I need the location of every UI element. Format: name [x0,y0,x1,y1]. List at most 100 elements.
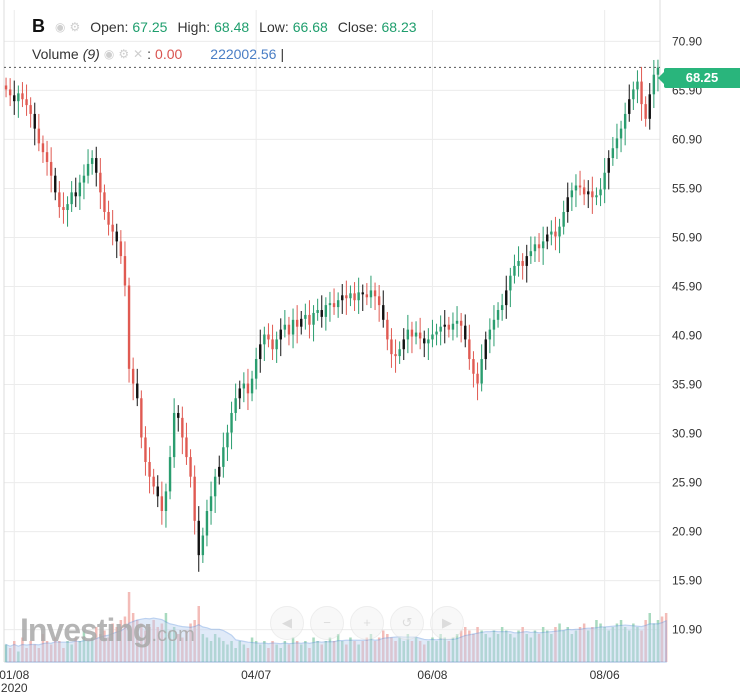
candle-body [492,319,496,330]
volume-bar [554,627,557,662]
volume-bar [390,637,393,662]
zoom-out-icon[interactable]: − [310,606,344,640]
volume-bar [103,630,106,662]
candle-body [336,300,340,308]
volume-bar [29,641,32,662]
reset-icon[interactable]: ↺ [390,606,424,640]
candle-body [62,207,65,211]
candle-body [369,290,373,298]
volume-bar [468,630,471,662]
gear-icon[interactable]: ⚙ [118,47,130,61]
volume-bar [529,637,533,662]
zoom-in-icon[interactable]: + [350,606,384,640]
candle-body [152,476,155,487]
candle-body [529,251,533,257]
eye-icon[interactable]: ◉ [55,19,66,34]
scroll-left-icon[interactable]: ◀ [270,606,304,640]
candle-body [546,234,549,242]
close-icon[interactable]: ✕ [133,47,144,61]
volume-bar [115,627,118,662]
volume-value: 0.00 [155,46,183,62]
candle-body [541,241,545,249]
volume-bar [193,620,196,662]
volume-bar [599,623,602,662]
candle-body [37,128,41,144]
volume-bar [205,637,209,662]
candle-body [131,368,135,384]
y-tick-label: 35.90 [672,378,702,392]
volume-bar [623,627,627,662]
volume-bar [562,630,565,662]
eye-icon[interactable]: ◉ [103,47,115,61]
candle-body [611,148,615,159]
candle-body [95,158,98,173]
volume-bar [279,648,282,662]
volume-bar [21,637,24,662]
candle-body [386,319,389,340]
candle-body [246,383,250,394]
volume-bar [431,637,434,662]
candle-body [115,231,118,242]
close-value: 68.23 [381,18,417,35]
volume-bar [275,644,278,662]
candle-body [156,486,159,497]
volume-bar [111,623,114,662]
candle-body [357,292,360,301]
volume-bar [168,630,172,662]
candle-body [70,192,73,205]
candle-body [587,191,590,195]
candle-body [140,398,143,438]
candle-body [431,334,434,340]
volume-bar [459,630,463,662]
gear-icon[interactable]: ⚙ [69,19,81,34]
volume-bar [632,623,635,662]
candle-body [123,256,127,286]
candle-body [21,93,24,100]
candle-body [332,303,336,308]
candle-body [168,457,172,492]
candle-body [107,211,110,225]
scroll-right-icon[interactable]: ▶ [430,606,464,640]
candle-body [328,303,332,306]
volume-bar [484,634,487,662]
volume-bar [291,637,295,662]
volume-bar [209,641,213,662]
volume-bar [423,644,426,662]
candle-body [394,354,397,357]
volume-bar [578,627,582,662]
volume-bar [263,641,266,662]
candle-body [406,329,410,340]
candle-body [451,323,455,330]
candle-body [316,310,319,313]
candle-body [185,437,188,458]
volume-period: (9) [82,46,100,62]
candle-body [566,197,569,212]
volume-bar [476,627,479,662]
candle-body [443,324,446,327]
candle-body [4,85,8,90]
volume-separator: : [147,46,152,62]
candle-body [58,192,61,208]
volume-label: Volume [32,46,79,62]
candle-body [201,535,205,556]
volume-bar [443,637,446,662]
volume-bar [99,634,102,662]
volume-bar [500,627,504,662]
volume-bar [324,641,328,662]
candle-body [13,95,16,102]
candle-body [455,320,459,324]
volume-bar [283,641,287,662]
candle-body [295,319,299,327]
candle-body [287,324,291,335]
candle-body [111,224,114,232]
candle-body [414,332,418,337]
candle-body [390,339,393,355]
volume-bar [90,637,94,662]
y-tick-label: 60.90 [672,132,702,146]
cursor-mark: | [280,46,285,62]
volume-bar [82,630,86,662]
volume-bar [574,630,578,662]
volume-bar [41,634,45,662]
